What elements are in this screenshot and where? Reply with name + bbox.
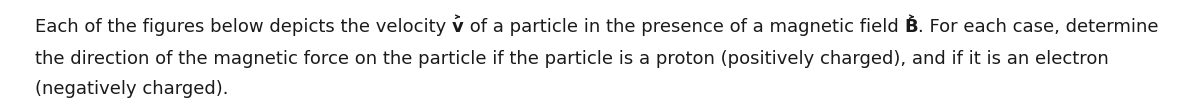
Text: . For each case, determine: . For each case, determine <box>918 18 1158 36</box>
Text: of a particle in the presence of a magnetic field: of a particle in the presence of a magne… <box>463 18 905 36</box>
Text: v: v <box>452 18 463 36</box>
Text: Each of the figures below depicts the velocity: Each of the figures below depicts the ve… <box>35 18 452 36</box>
Text: (negatively charged).: (negatively charged). <box>35 80 228 98</box>
Text: the direction of the magnetic force on the particle if the particle is a proton : the direction of the magnetic force on t… <box>35 50 1109 68</box>
Text: B: B <box>905 18 918 36</box>
